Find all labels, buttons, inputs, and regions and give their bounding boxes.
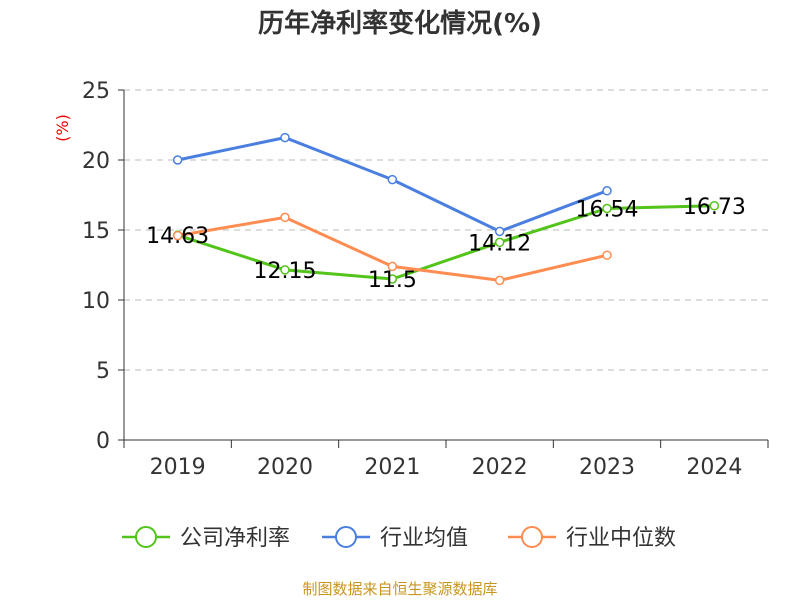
y-tick-label: 25 [82,79,110,104]
y-tick-label: 0 [96,429,110,454]
y-tick-label: 15 [82,219,110,244]
legend-marker [335,526,357,548]
data-point [602,203,612,214]
data-label: 12.15 [254,259,317,284]
legend-item: 行业均值 [322,526,468,551]
y-tick-label: 20 [82,149,110,174]
legend-marker [135,526,157,548]
x-tick-label: 2022 [472,455,528,480]
data-point [709,201,720,211]
data-point [280,132,290,143]
data-label: 16.73 [683,195,746,220]
legend-marker [521,526,543,548]
chart-title: 历年净利率变化情况(%) [258,8,542,39]
legend-item: 行业中位数 [508,526,676,551]
data-point [494,275,505,286]
data-label: 11.5 [368,268,417,293]
data-point [494,226,505,237]
legend-item: 公司净利率 [122,526,290,551]
data-point [602,250,612,260]
x-tick-label: 2023 [579,455,635,480]
source-note: 制图数据来自恒生聚源数据库 [302,580,497,598]
x-tick-label: 2021 [364,455,420,480]
data-point [602,186,612,196]
data-point [280,265,290,275]
x-tick-label: 2020 [257,455,313,480]
series-line [177,204,715,281]
data-point [280,212,290,223]
data-label: 14.63 [146,224,209,249]
data-label: 16.54 [576,197,639,222]
data-label: 14.12 [468,231,531,256]
x-tick-label: 2024 [686,455,742,480]
legend-label: 公司净利率 [180,526,290,551]
y-axis-label: (%) [53,114,72,142]
data-point [387,261,398,272]
data-point [387,274,398,284]
series-line [177,136,608,234]
data-point [387,174,398,185]
y-tick-label: 10 [82,289,110,314]
data-point [172,155,183,165]
data-point [172,230,183,241]
y-tick-label: 5 [96,359,110,384]
legend-label: 行业中位数 [566,526,676,551]
data-point [494,237,505,248]
legend-label: 行业均值 [380,526,468,551]
x-tick-label: 2019 [150,455,206,480]
